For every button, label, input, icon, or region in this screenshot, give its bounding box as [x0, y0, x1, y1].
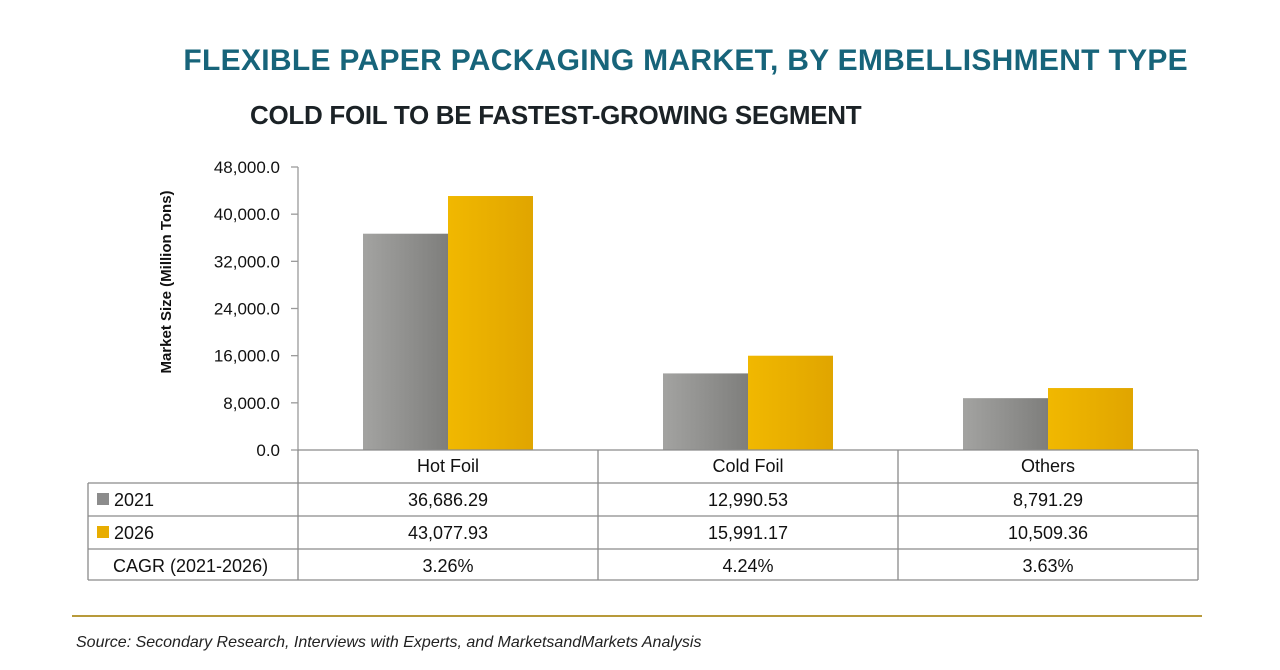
- bar-2021-2: [963, 398, 1048, 450]
- legend-label-2021: 2021: [114, 490, 154, 510]
- bar-2026-2: [1048, 388, 1133, 450]
- legend-swatch-2021: [97, 493, 109, 505]
- cagr-row-label: CAGR (2021-2026): [113, 556, 268, 576]
- y-tick-label: 40,000.0: [214, 205, 280, 224]
- bar-2021-0: [363, 233, 448, 450]
- legend-swatch-2026: [97, 526, 109, 538]
- cagr-value: 3.26%: [422, 556, 473, 576]
- y-axis-label: Market Size (Million Tons): [158, 190, 175, 373]
- chart-title-text: FLEXIBLE PAPER PACKAGING MARKET, BY EMBE…: [183, 44, 1188, 77]
- bar-2026-0: [448, 196, 533, 450]
- data-label: 36,686.29: [408, 490, 488, 510]
- y-tick-label: 16,000.0: [214, 347, 280, 366]
- y-tick-label: 8,000.0: [223, 394, 280, 413]
- data-label: 10,509.36: [1008, 523, 1088, 543]
- source-note: Source: Secondary Research, Interviews w…: [76, 634, 702, 651]
- data-label: 12,990.53: [708, 490, 788, 510]
- data-label: 8,791.29: [1013, 490, 1083, 510]
- y-tick-label: 32,000.0: [214, 252, 280, 271]
- y-tick-label: 48,000.0: [214, 158, 280, 177]
- cagr-value: 4.24%: [722, 556, 773, 576]
- cagr-value: 3.63%: [1022, 556, 1073, 576]
- y-tick-label: 0.0: [256, 441, 280, 460]
- data-label: 43,077.93: [408, 523, 488, 543]
- data-label: 15,991.17: [708, 523, 788, 543]
- legend-label-2026: 2026: [114, 523, 154, 543]
- category-label: Cold Foil: [712, 456, 783, 476]
- category-label: Others: [1021, 456, 1075, 476]
- bar-2026-1: [748, 355, 833, 450]
- y-tick-label: 24,000.0: [214, 300, 280, 319]
- chart-subtitle: COLD FOIL TO BE FASTEST-GROWING SEGMENT: [250, 100, 862, 130]
- bar-2021-1: [663, 373, 748, 450]
- category-label: Hot Foil: [417, 456, 479, 476]
- chart-title: FLEXIBLE PAPER PACKAGING MARKET, BY EMBE…: [0, 44, 1280, 78]
